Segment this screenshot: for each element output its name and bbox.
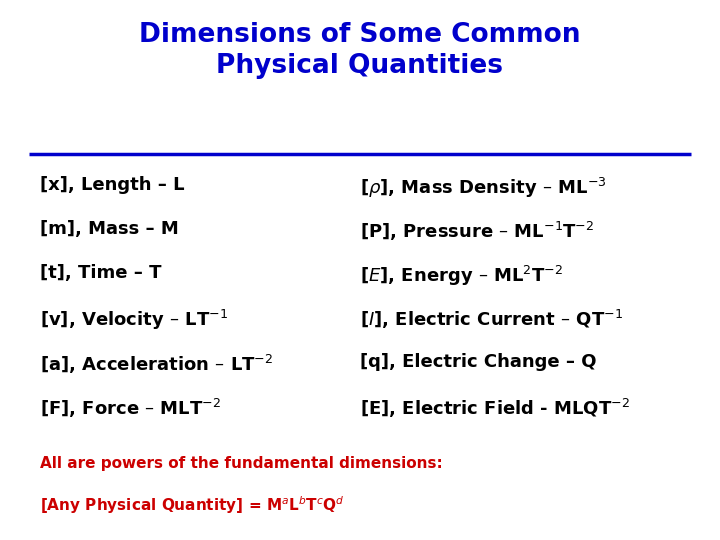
Text: [v], Velocity – LT$^{-1}$: [v], Velocity – LT$^{-1}$ [40,308,228,333]
Text: Dimensions of Some Common
Physical Quantities: Dimensions of Some Common Physical Quant… [139,22,581,79]
Text: [E], Electric Field - MLQT$^{-2}$: [E], Electric Field - MLQT$^{-2}$ [360,397,630,420]
Text: All are powers of the fundamental dimensions:: All are powers of the fundamental dimens… [40,456,442,471]
Text: [m], Mass – M: [m], Mass – M [40,220,179,238]
Text: [$\mathit{I}$], Electric Current – QT$^{-1}$: [$\mathit{I}$], Electric Current – QT$^{… [360,308,623,332]
Text: [q], Electric Change – Q: [q], Electric Change – Q [360,353,596,370]
Text: [$\rho$], Mass Density – ML$^{-3}$: [$\rho$], Mass Density – ML$^{-3}$ [360,176,606,200]
Text: [t], Time – T: [t], Time – T [40,264,161,282]
Text: [$\mathit{E}$], Energy – ML$^{2}$T$^{-2}$: [$\mathit{E}$], Energy – ML$^{2}$T$^{-2}… [360,264,563,288]
Text: [a], Acceleration – LT$^{-2}$: [a], Acceleration – LT$^{-2}$ [40,353,273,376]
Text: [F], Force – MLT$^{-2}$: [F], Force – MLT$^{-2}$ [40,397,220,420]
Text: [P], Pressure – ML$^{-1}$T$^{-2}$: [P], Pressure – ML$^{-1}$T$^{-2}$ [360,220,594,243]
Text: [Any Physical Quantity] = M$^a$L$^b$T$^c$Q$^d$: [Any Physical Quantity] = M$^a$L$^b$T$^c… [40,494,344,516]
Text: [x], Length – L: [x], Length – L [40,176,184,193]
